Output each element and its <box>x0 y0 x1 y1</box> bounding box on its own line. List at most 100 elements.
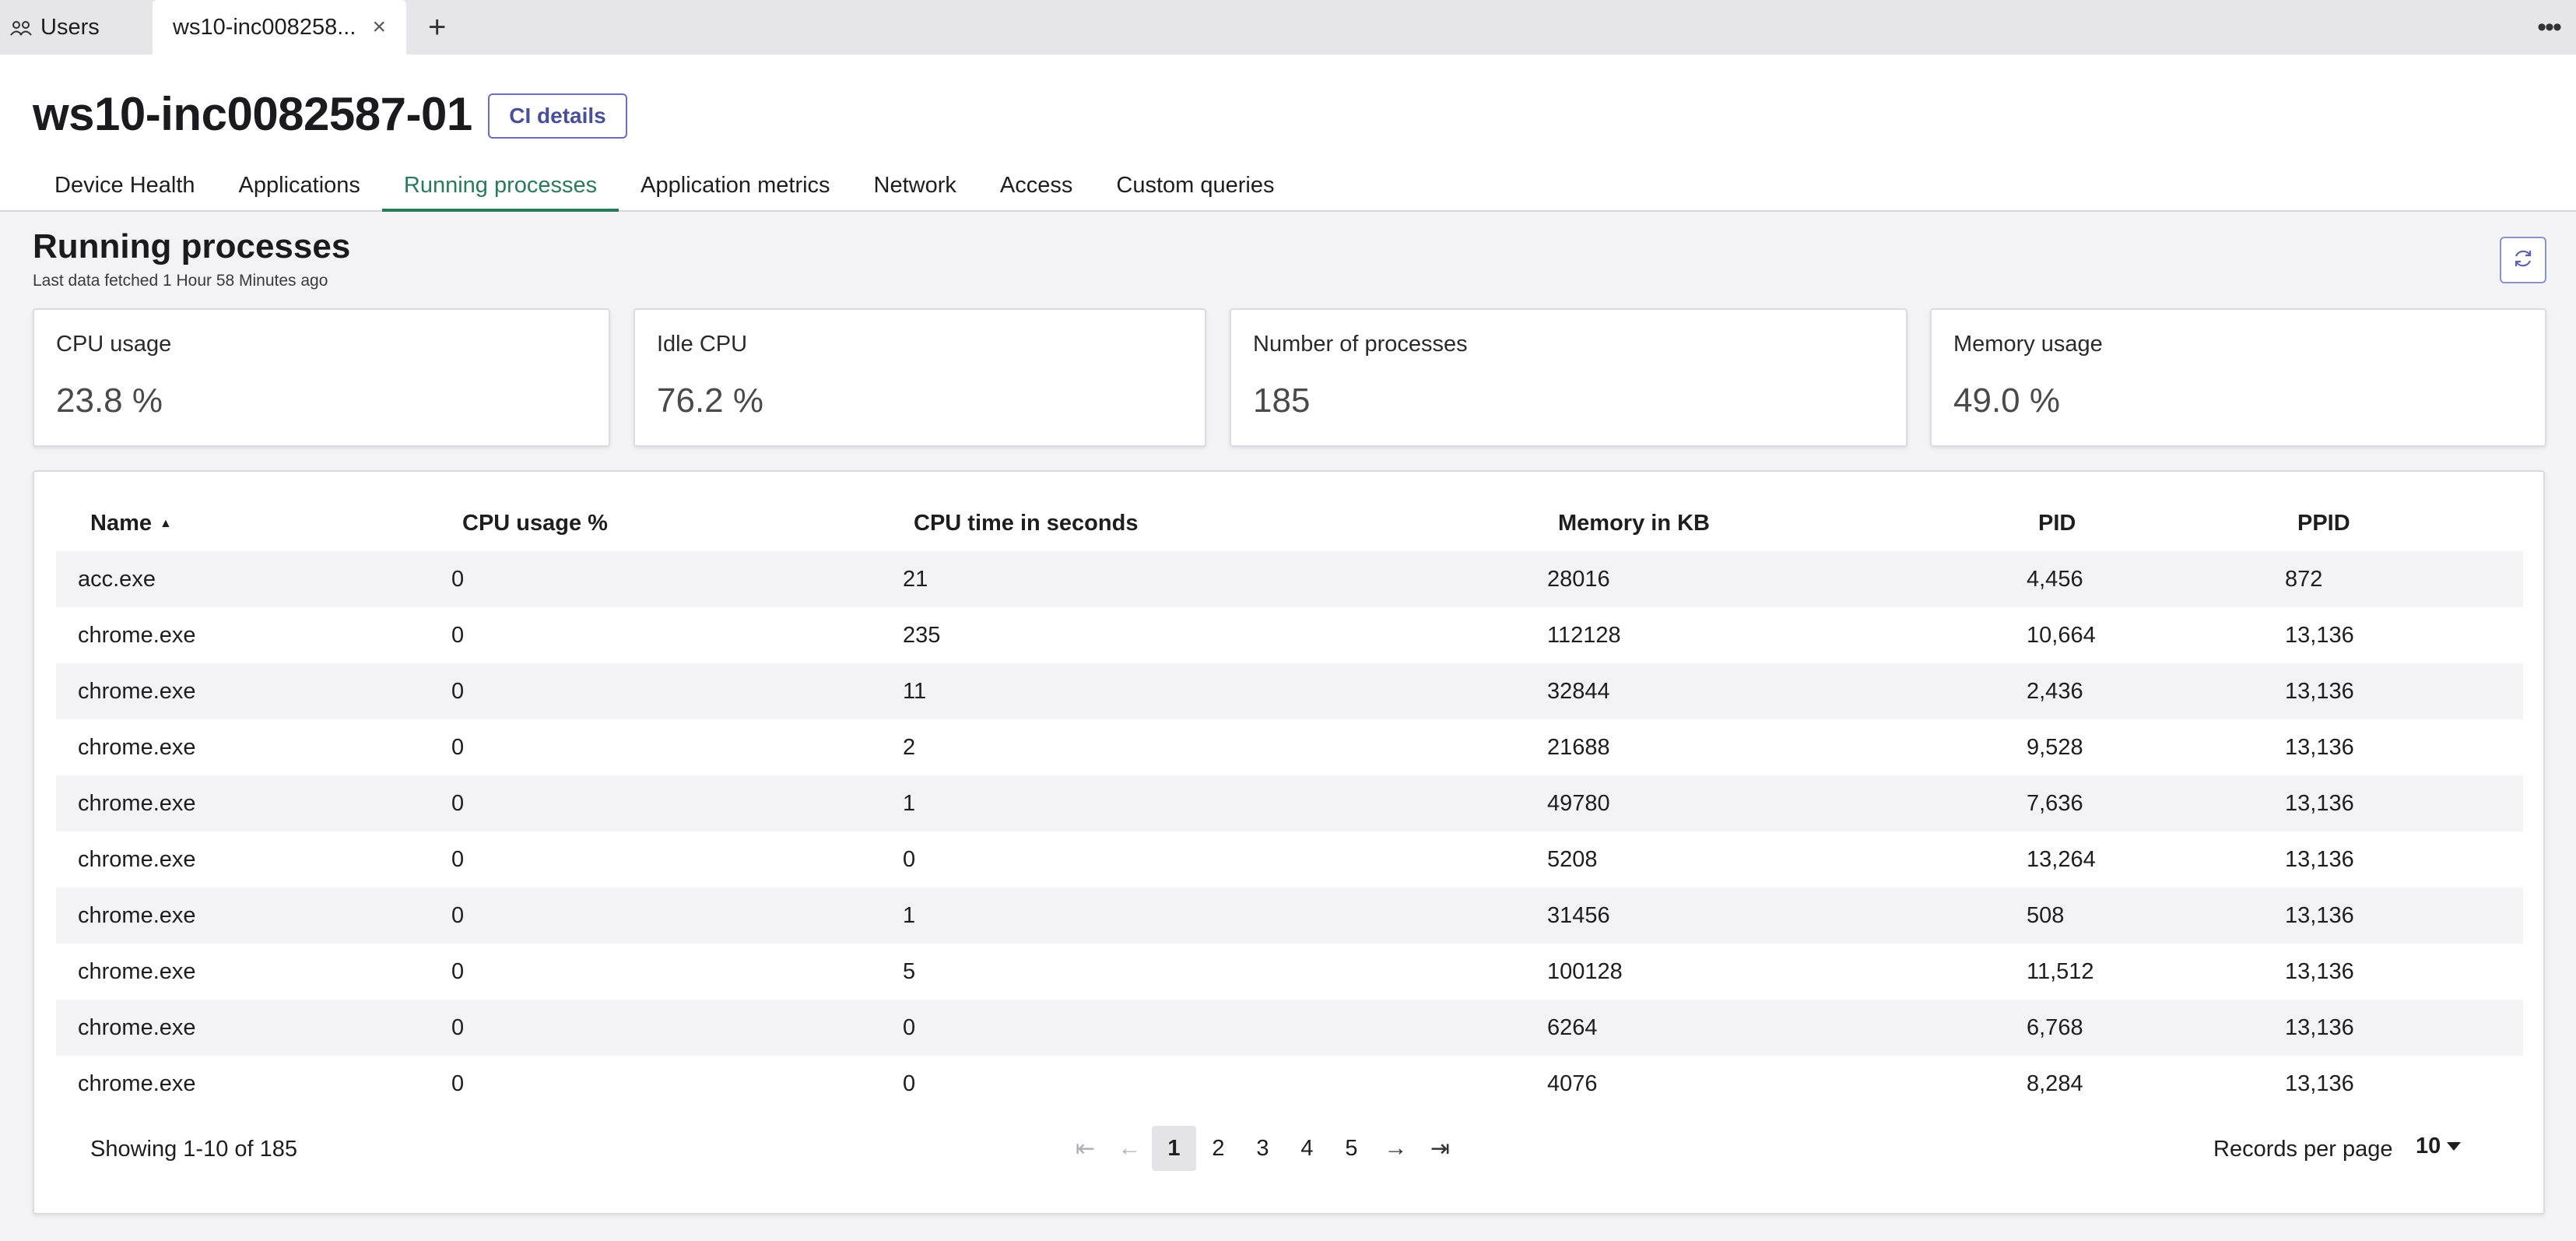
cell-pid: 13,264 <box>2027 847 2096 872</box>
cell-pid: 9,528 <box>2027 735 2083 760</box>
cell-cpu-time: 5 <box>903 959 916 984</box>
cell-ppid: 13,136 <box>2285 1015 2354 1040</box>
chevron-down-icon <box>2447 1142 2462 1151</box>
sort-ascending-icon: ▲ <box>160 517 172 531</box>
cell-memory: 21688 <box>1547 735 1610 760</box>
tab-strip: Users ws10-inc008258... × + ••• <box>0 0 2576 54</box>
table-row[interactable]: chrome.exe 0 235 112128 10,664 13,136 <box>56 607 2523 663</box>
tab-device-health[interactable]: Device Health <box>54 173 195 198</box>
cell-pid: 6,768 <box>2027 1015 2083 1040</box>
cell-cpu-time: 0 <box>903 1071 916 1096</box>
cell-cpu-time: 21 <box>903 567 928 592</box>
cell-ppid: 872 <box>2285 567 2323 592</box>
page-button-3[interactable]: 3 <box>1256 1135 1269 1161</box>
cell-ppid: 13,136 <box>2285 847 2354 872</box>
table-row[interactable]: chrome.exe 0 5 100128 11,512 13,136 <box>56 944 2523 1000</box>
table-header: Name ▲ CPU usage % CPU time in seconds Me… <box>56 504 2523 548</box>
table-row[interactable]: acc.exe 0 21 28016 4,456 872 <box>56 551 2523 607</box>
tab-running-processes[interactable]: Running processes <box>381 163 619 212</box>
tab-users[interactable]: Users <box>0 0 148 54</box>
cell-cpu-usage: 0 <box>451 847 465 872</box>
first-page-icon[interactable]: ⇤ <box>1075 1135 1096 1162</box>
page-title: ws10-inc0082587-01 <box>33 88 472 140</box>
cell-memory: 5208 <box>1547 847 1598 872</box>
ci-details-button[interactable]: CI details <box>488 93 627 139</box>
table-row[interactable]: chrome.exe 0 11 32844 2,436 13,136 <box>56 663 2523 719</box>
card-value: 76.2 % <box>657 381 763 420</box>
table-row[interactable]: chrome.exe 0 1 31456 508 13,136 <box>56 888 2523 944</box>
tab-device-label: ws10-inc008258... <box>173 14 356 40</box>
cell-pid: 4,456 <box>2027 567 2083 592</box>
table-row[interactable]: chrome.exe 0 2 21688 9,528 13,136 <box>56 719 2523 775</box>
cell-cpu-time: 235 <box>903 623 941 648</box>
card-label: Number of processes <box>1253 332 1468 357</box>
column-header-pid[interactable]: PID <box>2038 511 2076 536</box>
more-options-icon[interactable]: ••• <box>2537 12 2562 42</box>
section-nav: Device Health Applications Running proce… <box>33 163 1296 212</box>
last-page-icon[interactable]: ⇥ <box>1430 1135 1451 1162</box>
last-fetched-text: Last data fetched 1 Hour 58 Minutes ago <box>33 272 328 290</box>
cell-name: chrome.exe <box>78 959 196 984</box>
page-button-1[interactable]: 1 <box>1152 1126 1196 1171</box>
column-header-cpu-usage[interactable]: CPU usage % <box>462 511 608 536</box>
cell-pid: 10,664 <box>2027 623 2096 648</box>
showing-count: Showing 1-10 of 185 <box>90 1137 298 1162</box>
section-title: Running processes <box>33 227 351 265</box>
cell-memory: 100128 <box>1547 959 1623 984</box>
tab-network[interactable]: Network <box>873 173 956 198</box>
cell-name: chrome.exe <box>78 623 196 648</box>
cell-pid: 2,436 <box>2027 679 2083 704</box>
page-header: ws10-inc0082587-01 CI details Device Hea… <box>0 54 2576 212</box>
table-row[interactable]: chrome.exe 0 1 49780 7,636 13,136 <box>56 775 2523 831</box>
tab-access[interactable]: Access <box>999 173 1073 198</box>
cell-memory: 31456 <box>1547 903 1610 928</box>
cell-cpu-usage: 0 <box>451 959 465 984</box>
table-row[interactable]: chrome.exe 0 0 6264 6,768 13,136 <box>56 1000 2523 1056</box>
page-button-2[interactable]: 2 <box>1212 1135 1225 1161</box>
records-per-page-label: Records per page <box>2213 1137 2393 1162</box>
column-header-cpu-time[interactable]: CPU time in seconds <box>914 511 1139 536</box>
cell-cpu-usage: 0 <box>451 623 465 648</box>
cell-memory: 6264 <box>1547 1015 1598 1040</box>
table-row[interactable]: chrome.exe 0 0 5208 13,264 13,136 <box>56 831 2523 888</box>
page-button-4[interactable]: 4 <box>1300 1135 1314 1161</box>
card-value: 185 <box>1253 381 1311 420</box>
tab-applications[interactable]: Applications <box>238 173 360 198</box>
cell-ppid: 13,136 <box>2285 679 2354 704</box>
cell-name: chrome.exe <box>78 679 196 704</box>
records-per-page-select[interactable]: 10 <box>2416 1134 2462 1159</box>
next-page-icon[interactable]: → <box>1384 1135 1408 1161</box>
card-value: 23.8 % <box>56 381 163 420</box>
cell-cpu-usage: 0 <box>451 791 465 816</box>
cell-memory: 49780 <box>1547 791 1610 816</box>
refresh-button[interactable] <box>2500 237 2546 283</box>
cell-name: chrome.exe <box>78 791 196 816</box>
cell-memory: 112128 <box>1547 623 1621 648</box>
cell-ppid: 13,136 <box>2285 903 2354 928</box>
idle-cpu-card: Idle CPU 76.2 % <box>633 308 1206 447</box>
processes-table-panel: Name ▲ CPU usage % CPU time in seconds Me… <box>33 470 2545 1215</box>
tab-custom-queries[interactable]: Custom queries <box>1116 173 1275 198</box>
card-label: CPU usage <box>56 332 172 357</box>
cell-ppid: 13,136 <box>2285 791 2354 816</box>
records-per-page-value: 10 <box>2416 1134 2441 1158</box>
tab-device[interactable]: ws10-inc008258... × <box>153 0 406 54</box>
table-row[interactable]: chrome.exe 0 0 4076 8,284 13,136 <box>56 1056 2523 1112</box>
column-header-name[interactable]: Name ▲ <box>90 511 172 536</box>
cell-cpu-time: 1 <box>903 903 916 928</box>
cell-ppid: 13,136 <box>2285 735 2354 760</box>
column-header-ppid[interactable]: PPID <box>2297 511 2350 536</box>
cell-cpu-time: 0 <box>903 1015 916 1040</box>
close-icon[interactable]: × <box>372 14 386 40</box>
add-tab-icon[interactable]: + <box>428 9 447 44</box>
cpu-usage-card: CPU usage 23.8 % <box>33 308 610 447</box>
page-button-5[interactable]: 5 <box>1345 1135 1358 1161</box>
column-header-memory[interactable]: Memory in KB <box>1558 511 1710 536</box>
cell-pid: 7,636 <box>2027 791 2083 816</box>
cell-cpu-time: 2 <box>903 735 916 760</box>
previous-page-icon[interactable]: ← <box>1118 1135 1142 1161</box>
cell-cpu-usage: 0 <box>451 903 465 928</box>
tab-application-metrics[interactable]: Application metrics <box>640 173 830 198</box>
cell-name: chrome.exe <box>78 1071 196 1096</box>
column-header-label: Name <box>90 511 152 536</box>
